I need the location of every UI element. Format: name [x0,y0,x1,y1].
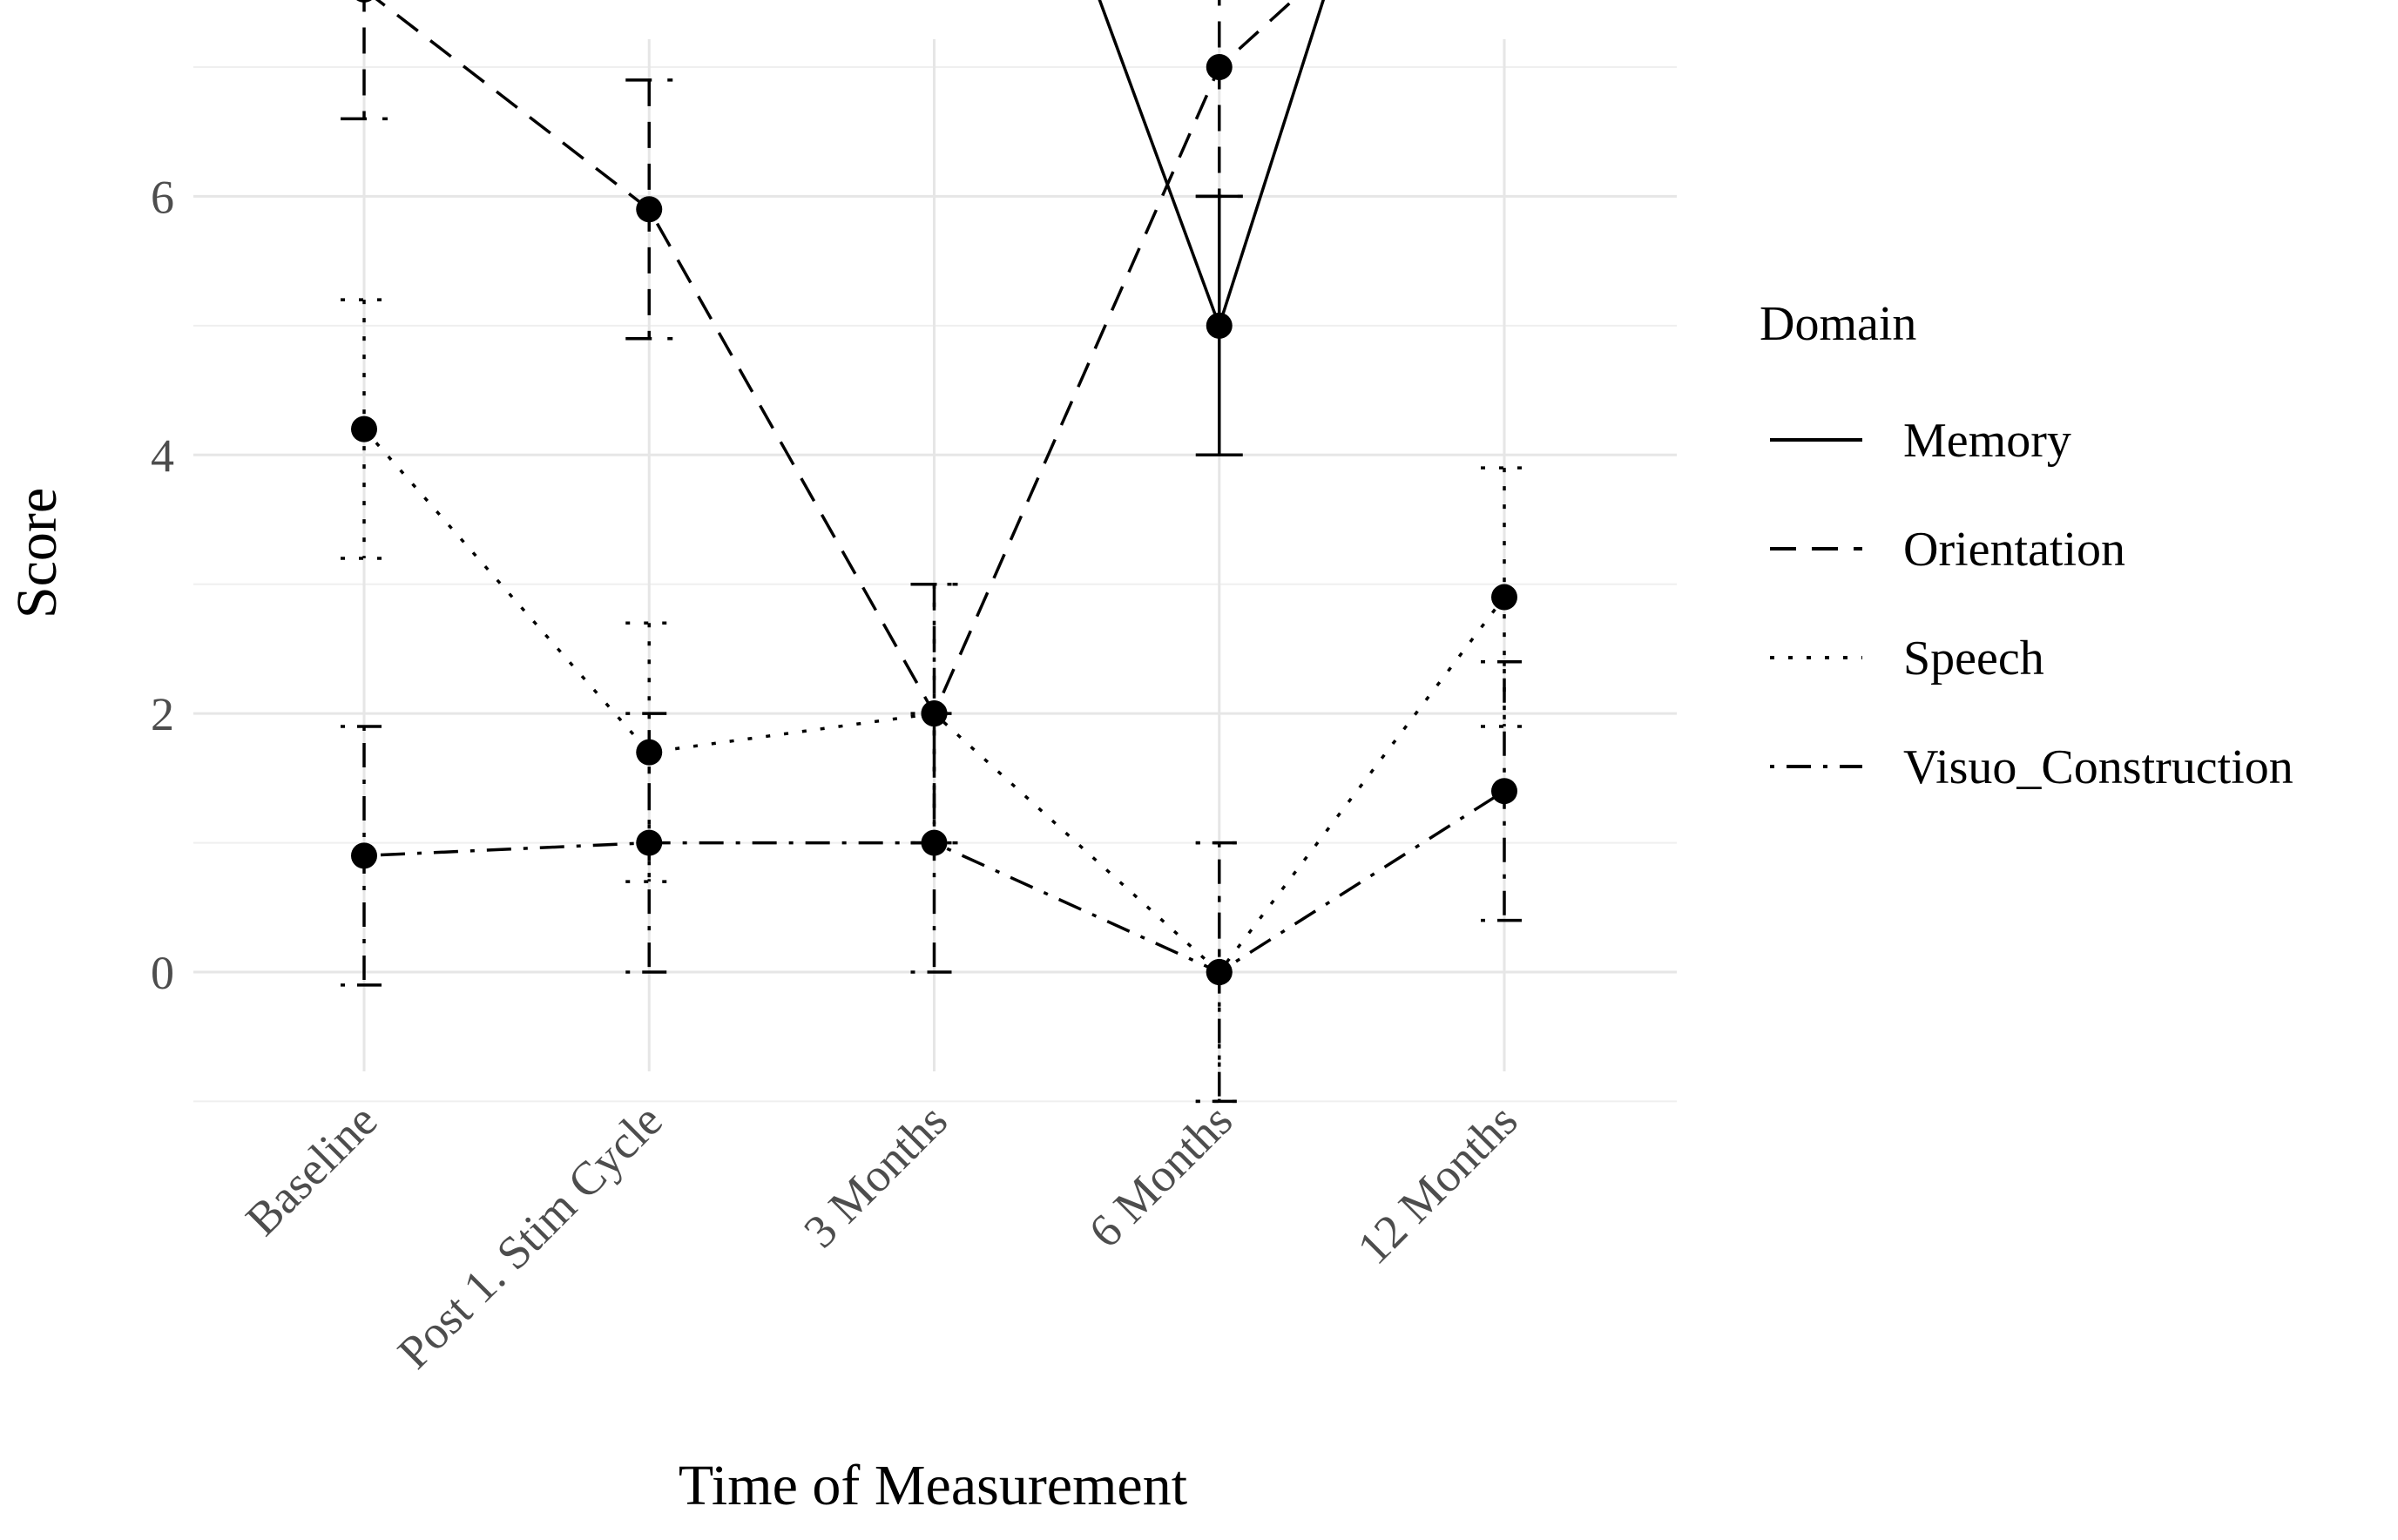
data-point [1491,778,1517,805]
data-point [1206,53,1233,80]
x-axis-title: Time of Measurement [679,1454,1187,1517]
y-tick-label: 2 [151,688,174,740]
y-tick-labels: 02468101214 [151,171,174,999]
data-point [1491,584,1517,611]
data-point [1206,312,1233,339]
x-tick-label: Baseline [236,1094,388,1246]
y-tick-label: 6 [151,171,174,223]
x-tick-labels: Baseline Post 1. Stim Cycle 3 Months 6 Mont… [236,1094,1528,1379]
series-speech [341,298,1528,1104]
y-tick-label: 4 [151,429,174,482]
data-series [341,0,1528,1104]
y-axis-title: Score [5,488,69,618]
data-point [351,842,377,869]
data-point [1206,959,1233,985]
error-bar [341,0,388,121]
legend-item: Speech [1770,632,2044,686]
series-visuo-construction [341,660,1528,1104]
series-line [1098,0,1326,331]
data-point [636,829,663,856]
legend-label: Speech [1903,632,2044,686]
series-memory [1098,0,1326,457]
x-tick-label: 3 Months [794,1094,957,1258]
legend-item: Memory [1770,414,2071,468]
legend-label: Memory [1903,414,2071,468]
grid-lines [193,39,1677,1103]
x-tick-label: 12 Months [1348,1094,1528,1274]
x-tick-label: 6 Months [1078,1094,1242,1258]
legend-item: Orientation [1770,523,2125,577]
legend-title: Domain [1760,297,1916,351]
data-point [351,415,377,442]
legend: Domain Memory Orientation Speech Visuo_Cons… [1760,297,2293,794]
legend-label: Orientation [1903,523,2125,577]
data-point [921,829,948,856]
legend-item: Visuo_Construction [1770,740,2293,794]
y-tick-label: 0 [151,947,174,999]
legend-items: Memory Orientation Speech Visuo_Constructio… [1770,414,2293,794]
data-point [356,0,372,3]
data-point [636,196,663,223]
legend-label: Visuo_Construction [1903,740,2293,794]
x-tick-label: Post 1. Stim Cycle [388,1094,672,1379]
